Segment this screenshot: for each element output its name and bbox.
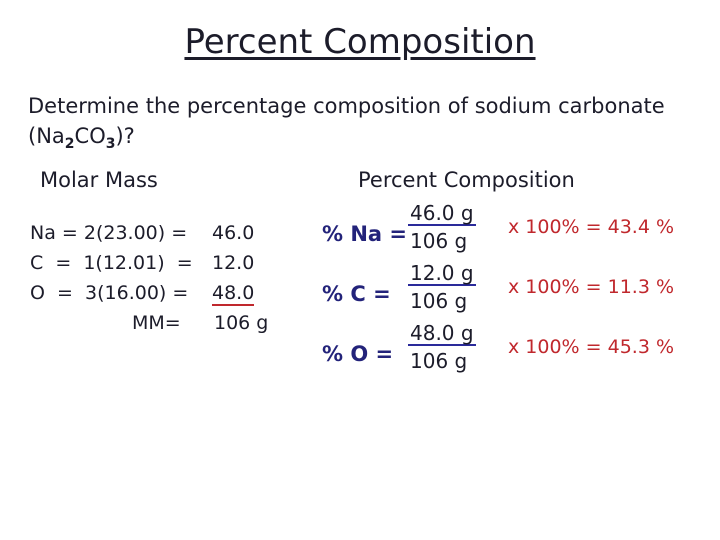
mm-expression: Na = 2(23.00) = <box>30 222 188 244</box>
question: Determine the percentage composition of … <box>28 94 665 118</box>
title: Percent Composition <box>184 22 536 62</box>
percent-label: % O = <box>322 342 394 366</box>
denominator: 106 g <box>410 349 468 373</box>
formula-sub: 2 <box>64 136 75 153</box>
mm-expression: C = 1(12.01) = <box>30 252 193 274</box>
total: 106 g <box>214 312 269 334</box>
mm-result: 12.0 <box>212 252 255 274</box>
molar-mass-heading: Molar Mass <box>40 168 158 192</box>
result: x 100% = 43.4 % <box>508 216 674 238</box>
numerator: 12.0 g <box>408 261 476 286</box>
result: x 100% = 11.3 % <box>508 276 674 298</box>
formula: (Na2CO3)? <box>28 124 135 152</box>
numerator: 48.0 g <box>408 321 476 346</box>
mm-result: 46.0 <box>212 222 255 244</box>
mm-expression: O = 3(16.00) = <box>30 282 189 304</box>
percent-heading: Percent Composition <box>358 168 575 192</box>
percent-label: % Na = <box>322 222 408 246</box>
formula-part: (Na <box>28 124 65 148</box>
formula-part: CO <box>74 124 106 148</box>
mm-result: 48.0 <box>212 282 255 306</box>
denominator: 106 g <box>410 229 468 253</box>
result: x 100% = 45.3 % <box>508 336 674 358</box>
total-label: MM= <box>132 312 181 334</box>
denominator: 106 g <box>410 289 468 313</box>
formula-sub: 3 <box>105 136 116 153</box>
numerator: 46.0 g <box>408 201 476 226</box>
formula-part: )? <box>115 124 135 148</box>
percent-label: % C = <box>322 282 391 306</box>
